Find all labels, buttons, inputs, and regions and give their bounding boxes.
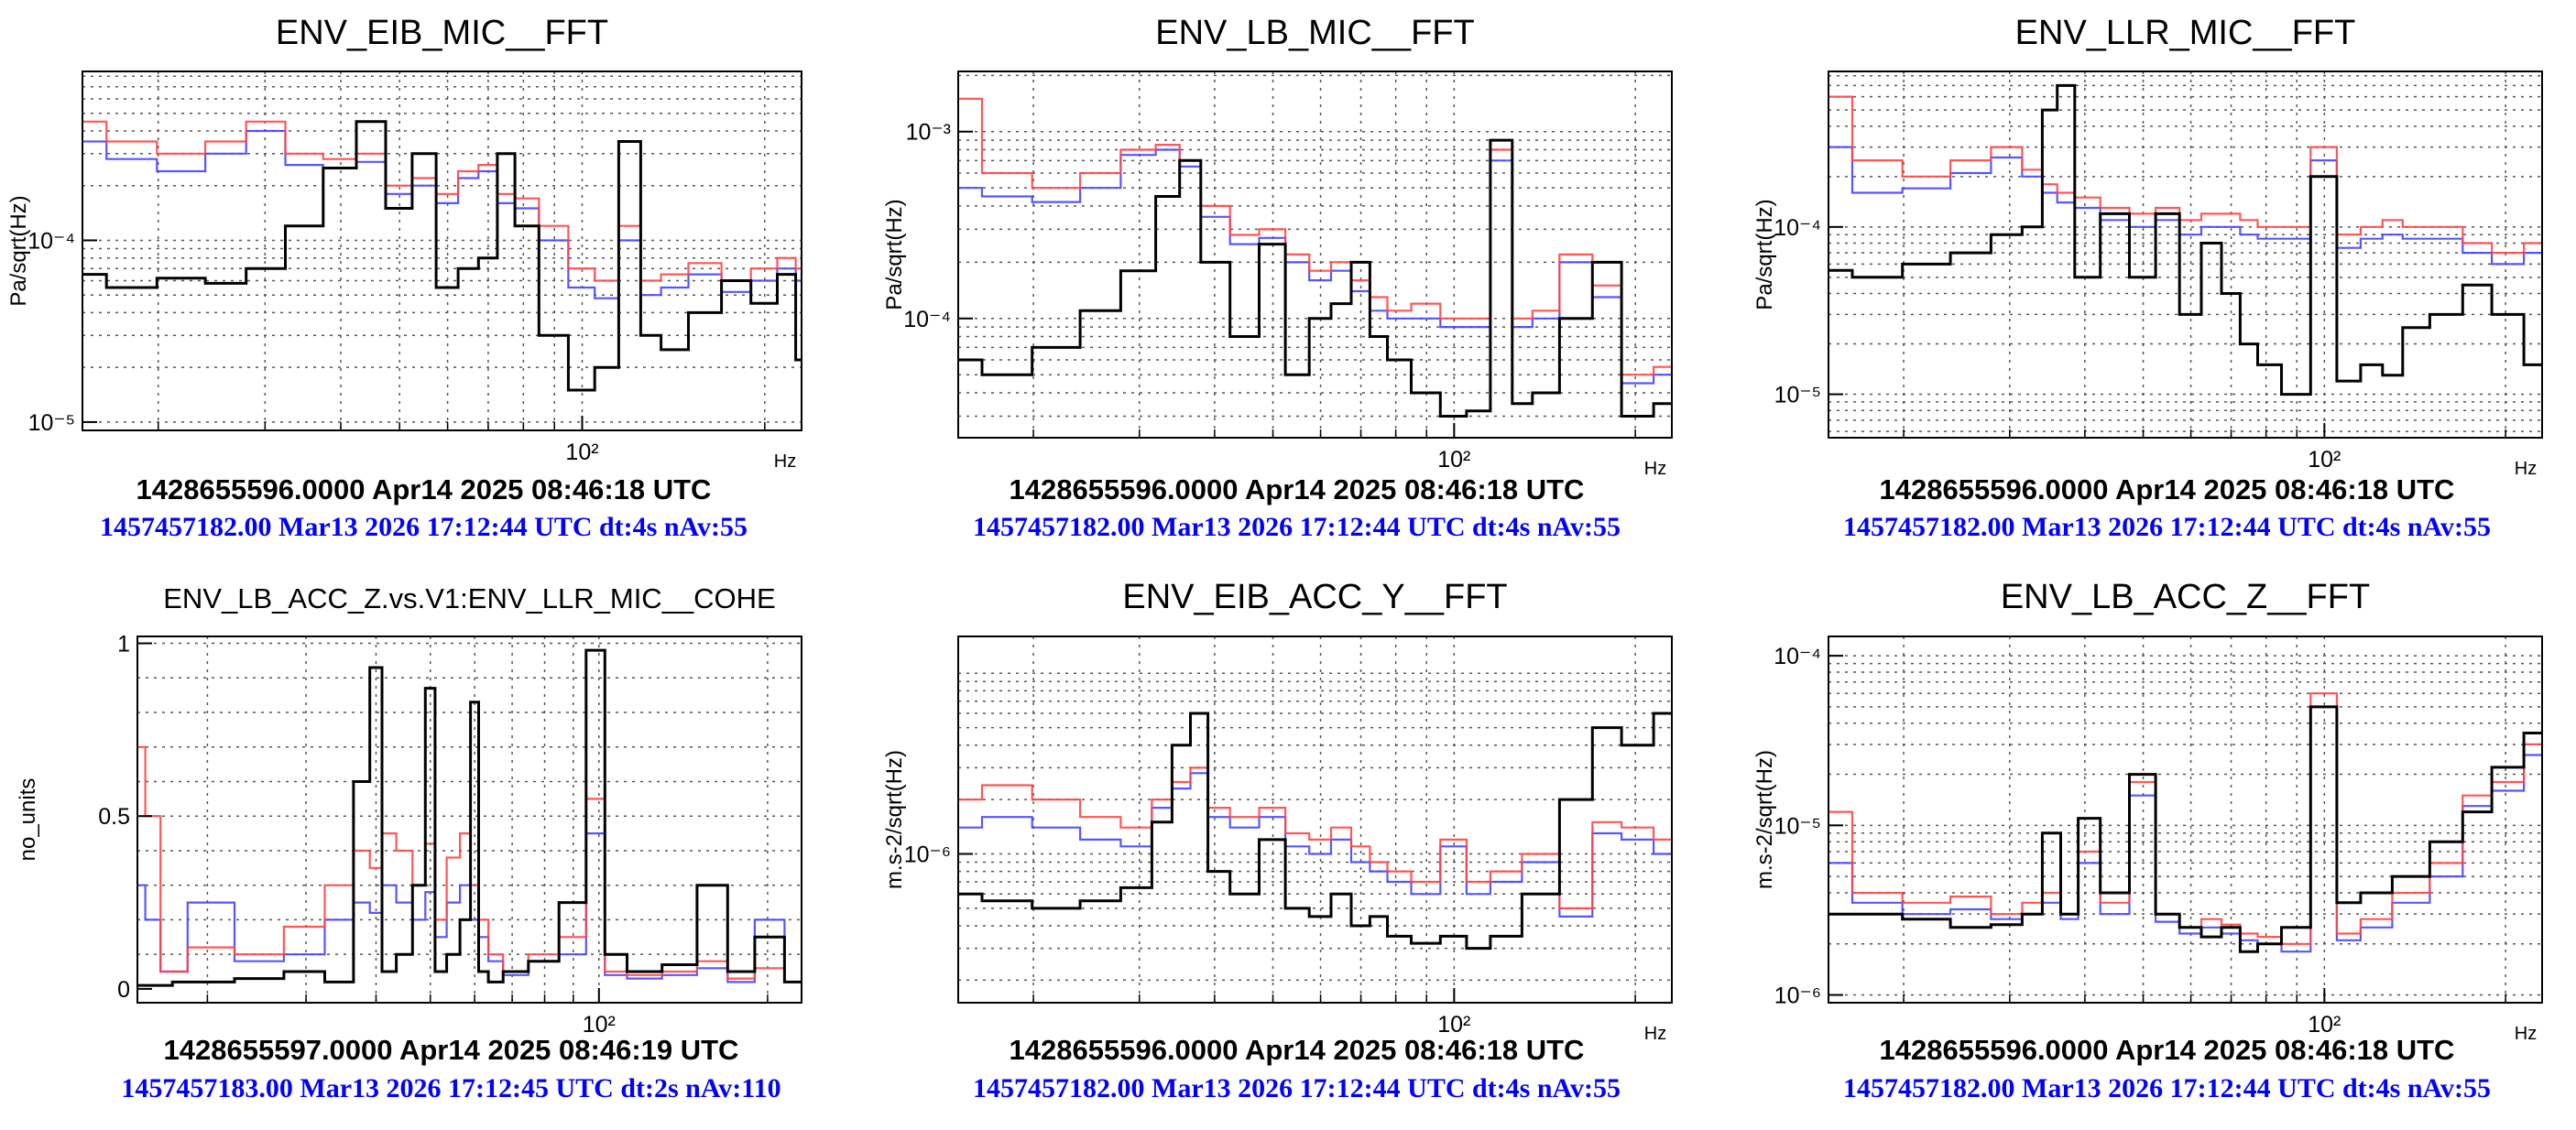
chart-title: ENV_LLR_MIC__FFT xyxy=(2015,14,2356,52)
series-ref1 xyxy=(82,120,802,282)
x-tick-label: 10² xyxy=(1437,1012,1470,1038)
plot-frame xyxy=(82,71,802,431)
y-tick-label: 10⁻⁶ xyxy=(904,842,951,867)
series-current xyxy=(958,712,1672,951)
chart-panel-2: ENV_LB_MIC__FFT 10⁻³ 10⁻⁴ 10² Hz Pa/sqrt(Hz) 1… xyxy=(882,14,1673,542)
series-ref1 xyxy=(137,745,802,983)
timestamp-caption: 1428655596.0000 Apr14 2025 08:46:18 UTC xyxy=(1880,473,2455,505)
x-axis-label: Hz xyxy=(2515,1024,2537,1044)
chart-panel-4: ENV_LB_ACC_Z.vs.V1:ENV_LLR_MIC__COHE 1 0.5… xyxy=(16,582,802,1103)
series-ref2 xyxy=(1828,146,2542,266)
y-tick-label: 10⁻⁵ xyxy=(1774,813,1821,839)
x-tick-label: 10² xyxy=(565,440,598,465)
y-tick-label: 10⁻⁴ xyxy=(903,307,951,332)
chart-title: ENV_LB_MIC__FFT xyxy=(1155,14,1474,52)
x-axis-label: Hz xyxy=(2515,459,2537,479)
timestamp-caption: 1428655596.0000 Apr14 2025 08:46:18 UTC xyxy=(1880,1034,2455,1066)
timestamp-caption: 1428655596.0000 Apr14 2025 08:46:18 UTC xyxy=(1010,473,1585,505)
reference-caption: 1457457182.00 Mar13 2026 17:12:44 UTC dt… xyxy=(973,512,1621,542)
chart-title: ENV_LB_ACC_Z__FFT xyxy=(2001,578,2370,616)
series-ref2 xyxy=(82,129,802,299)
series-current xyxy=(1828,705,2542,953)
plot-frame xyxy=(957,636,1673,1004)
series-ref2 xyxy=(1828,705,2542,953)
plot-frame xyxy=(136,636,802,1004)
timestamp-caption: 1428655597.0000 Apr14 2025 08:46:19 UTC xyxy=(164,1034,739,1066)
series-current xyxy=(82,120,802,392)
reference-caption: 1457457182.00 Mar13 2026 17:12:44 UTC dt… xyxy=(1843,1073,2491,1103)
chart-title: ENV_LB_ACC_Z.vs.V1:ENV_LLR_MIC__COHE xyxy=(163,582,775,614)
y-tick-label: 10⁻³ xyxy=(906,120,951,146)
y-tick-label: 10⁻⁵ xyxy=(28,410,75,436)
x-tick-label: 10² xyxy=(2308,1012,2341,1038)
x-axis-label: Hz xyxy=(1644,1024,1666,1044)
series-ref1 xyxy=(958,766,1672,909)
y-tick-label: 0.5 xyxy=(98,804,130,830)
chart-title: ENV_EIB_MIC__FFT xyxy=(276,14,608,52)
chart-panel-3: ENV_LLR_MIC__FFT 10⁻⁴ 10⁻⁵ 10² Hz Pa/sqrt(Hz)… xyxy=(1752,14,2543,542)
plot-frame xyxy=(1828,71,2543,439)
y-tick-label: 10⁻⁴ xyxy=(1774,644,1821,669)
y-axis-label: Pa/sqrt(Hz) xyxy=(882,199,907,310)
reference-caption: 1457457183.00 Mar13 2026 17:12:45 UTC dt… xyxy=(121,1073,780,1103)
plot-frame xyxy=(957,71,1673,439)
y-tick-label: 0 xyxy=(117,977,130,1003)
y-tick-label: 10⁻⁶ xyxy=(1774,983,1821,1009)
x-tick-label: 10² xyxy=(583,1012,616,1038)
y-axis-label: Pa/sqrt(Hz) xyxy=(6,195,31,306)
x-axis-label: Hz xyxy=(1644,459,1666,479)
chart-panel-1: ENV_EIB_MIC__FFT 10⁻⁴ 10⁻⁵ 10² Hz Pa/sqrt(Hz)… xyxy=(6,14,802,542)
y-axis-label: Pa/sqrt(Hz) xyxy=(1752,199,1777,310)
chart-panel-5: ENV_EIB_ACC_Y__FFT 10⁻⁶ 10² Hz m.s-2/sqrt(Hz… xyxy=(882,578,1673,1103)
y-axis-label: no_units xyxy=(16,778,40,862)
series-ref2 xyxy=(958,772,1672,918)
x-axis-label: Hz xyxy=(774,451,796,472)
y-tick-label: 10⁻⁴ xyxy=(27,228,75,254)
y-tick-label: 10⁻⁵ xyxy=(1774,383,1821,408)
timestamp-caption: 1428655596.0000 Apr14 2025 08:46:18 UTC xyxy=(1010,1034,1585,1066)
plot-frame xyxy=(1828,636,2543,1004)
series-ref2 xyxy=(958,148,1672,385)
y-axis-label: m.s-2/sqrt(Hz) xyxy=(882,750,907,889)
series-ref2 xyxy=(137,832,802,983)
reference-caption: 1457457182.00 Mar13 2026 17:12:44 UTC dt… xyxy=(1843,512,2491,542)
series-ref1 xyxy=(1828,692,2542,945)
series-current xyxy=(1828,83,2542,397)
x-tick-label: 10² xyxy=(2308,447,2341,473)
y-tick-label: 1 xyxy=(117,632,130,657)
y-axis-label: m.s-2/sqrt(Hz) xyxy=(1752,750,1777,889)
x-tick-label: 10² xyxy=(1437,447,1470,473)
reference-caption: 1457457182.00 Mar13 2026 17:12:44 UTC dt… xyxy=(100,512,748,542)
chart-title: ENV_EIB_ACC_Y__FFT xyxy=(1122,578,1507,616)
y-tick-label: 10⁻⁴ xyxy=(1774,215,1821,241)
series-ref1 xyxy=(1828,95,2542,255)
series-current xyxy=(137,648,802,987)
reference-caption: 1457457182.00 Mar13 2026 17:12:44 UTC dt… xyxy=(973,1073,1621,1103)
chart-panel-6: ENV_LB_ACC_Z__FFT 10⁻⁴ 10⁻⁵ 10⁻⁶ 10² Hz m.s-2/… xyxy=(1752,578,2543,1103)
timestamp-caption: 1428655596.0000 Apr14 2025 08:46:18 UTC xyxy=(136,473,712,505)
series-current xyxy=(958,138,1672,418)
